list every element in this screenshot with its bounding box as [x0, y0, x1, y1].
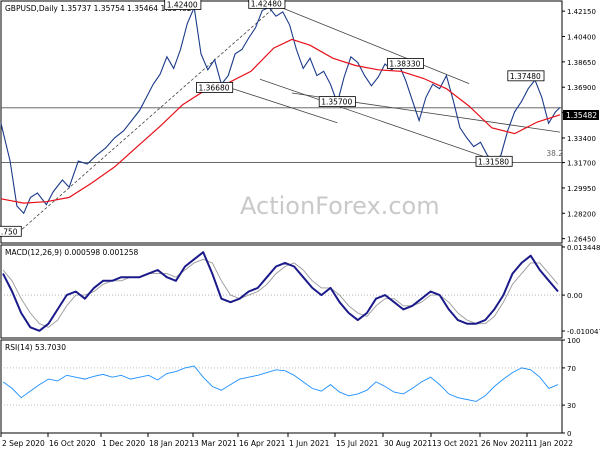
current-price-tag: 1.35482	[563, 110, 599, 120]
macd-signal-line	[2, 258, 559, 328]
price-panel-frame	[0, 0, 563, 244]
price-label: 1.35700	[321, 98, 352, 107]
price-tick-label: 1.33400	[567, 135, 596, 143]
rsi-panel-title: RSI(14) 53.7030	[5, 343, 66, 352]
rsi-tick-label: 0	[567, 430, 571, 438]
price-label-box	[507, 70, 545, 82]
watermark: ActionForex.com	[240, 192, 440, 220]
price-tick-label: 1.29950	[567, 185, 596, 193]
macd-line	[2, 251, 559, 332]
price-label: 1.42400	[167, 1, 198, 10]
price-axis: 1.421501.404001.386501.369001.351501.334…	[562, 8, 596, 244]
price-label: 1.42480	[251, 0, 282, 8]
price-tick-label: 1.26450	[567, 236, 596, 244]
x-tick-label: 1 Dec 2020	[102, 439, 145, 448]
rsi-panel: RSI(14) 53.7030 100 70 30 0	[0, 337, 580, 438]
x-tick-label: 26 Nov 2021	[481, 439, 529, 448]
price-label-box	[0, 225, 22, 237]
price-panel: GBPUSD,Daily 1.35737 1.35754 1.35464 1.3…	[0, 0, 599, 244]
level-lines	[1, 107, 562, 163]
price-label-box	[248, 0, 286, 9]
price-panel-title: GBPUSD,Daily 1.35737 1.35754 1.35464 1.3…	[5, 4, 192, 13]
macd-series	[2, 251, 559, 332]
price-label-box	[475, 155, 513, 167]
fib-level-label: 38.2	[546, 149, 563, 158]
price-series	[0, 5, 561, 215]
rsi-axis: 100 70 30 0	[1, 337, 580, 438]
x-axis: 2 Sep 2020 16 Oct 2020 1 Dec 2020 18 Jan 20…	[0, 433, 573, 448]
price-label: 1.31580	[478, 157, 509, 166]
price-tick-label: 1.36900	[567, 84, 596, 92]
channel-line	[275, 4, 470, 84]
trend-line-dashed	[14, 5, 277, 237]
macd-tick-label: 0.013448	[567, 244, 600, 252]
price-label-box	[318, 96, 356, 108]
price-label: 1.36680	[199, 83, 230, 92]
rsi-tick-label: 100	[567, 337, 580, 345]
price-label-box	[386, 58, 424, 69]
price-tick-label: 1.40400	[567, 34, 596, 42]
channel-line	[228, 86, 338, 124]
price-label-box	[164, 0, 202, 10]
rsi-tick-label: 70	[567, 365, 576, 373]
macd-panel: MACD(12,26,9) 0.000598 0.001258 0.013448…	[0, 244, 600, 339]
x-tick-label: 2 Sep 2020	[2, 439, 45, 448]
x-tick-label: 30 Aug 2021	[384, 439, 432, 448]
x-tick-label: 11 Jan 2022	[528, 439, 573, 448]
current-price-label: 1.35482	[566, 111, 597, 120]
x-tick-label: 3 Mar 2021	[194, 439, 237, 448]
macd-panel-title: MACD(12,26,9) 0.000598 0.001258	[5, 248, 139, 257]
price-tick-label: 1.42150	[567, 8, 596, 16]
rsi-tick-label: 30	[567, 402, 576, 410]
rsi-line	[2, 365, 559, 402]
x-tick-label: 18 Jan 2021	[149, 439, 194, 448]
rsi-series	[2, 365, 559, 402]
channel-line	[259, 78, 506, 165]
price-line	[0, 5, 561, 215]
x-tick-label: 16 Oct 2020	[49, 439, 96, 448]
price-tick-label: 1.31700	[567, 160, 596, 168]
price-label: .750	[1, 227, 18, 236]
x-tick-label: 15 Jul 2021	[336, 439, 379, 448]
rsi-panel-frame	[0, 339, 563, 434]
x-tick-label: 1 Jun 2021	[289, 439, 330, 448]
price-annotations: 1.42400 1.42480 1.36680 1.35700 1.38330 1.374…	[0, 0, 563, 237]
price-label: 1.38330	[389, 59, 420, 68]
moving-average-line	[0, 38, 561, 204]
price-label: 1.37480	[510, 72, 541, 81]
price-tick-label: 1.38650	[567, 59, 596, 67]
macd-axis: 0.013448 0.00 -0.010047	[1, 244, 600, 336]
macd-tick-label: -0.010047	[567, 328, 600, 336]
price-label-box	[196, 82, 234, 93]
macd-tick-label: 0.00	[567, 292, 583, 300]
price-tick-label: 1.28200	[567, 210, 596, 218]
x-tick-label: 16 Apr 2021	[239, 439, 286, 448]
x-tick-label: 13 Oct 2021	[432, 439, 479, 448]
